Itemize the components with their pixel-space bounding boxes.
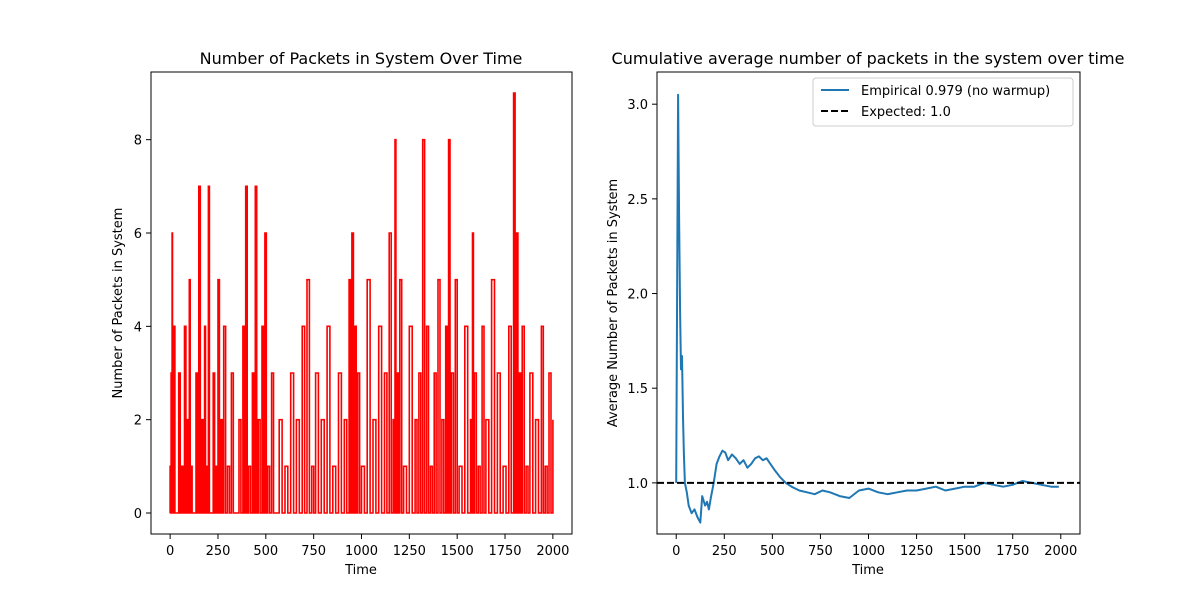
- right-ytick-label: 1.0: [627, 477, 648, 492]
- left-xtick-label: 1250: [393, 544, 426, 559]
- chart-packets-over-time: Number of Packets in System Over Time 0 2…: [111, 49, 573, 578]
- left-ytick-label: 6: [134, 227, 142, 242]
- chart-left-ticks: 0 250 500 750 1000 1250 1500 1750 2000 0 2 4 6 8: [134, 134, 570, 559]
- chart-right-ylabel: Average Number of Packets in System: [606, 179, 621, 427]
- right-xtick-label: 1250: [900, 544, 933, 559]
- right-xtick-label: 1750: [996, 544, 1029, 559]
- chart-right-ticks: 0 250 500 750 1000 1250 1500 1750 2000 1.0 1.5 2.0 2…: [627, 98, 1077, 559]
- right-ytick-label: 2.0: [627, 288, 648, 303]
- left-xtick-label: 1500: [441, 544, 474, 559]
- left-xtick-label: 1000: [345, 544, 378, 559]
- left-ytick-label: 2: [134, 414, 142, 429]
- right-xtick-label: 1500: [948, 544, 981, 559]
- legend-box: [812, 77, 1074, 127]
- legend-label-expected: Expected: 1.0: [861, 105, 951, 120]
- left-xtick-label: 250: [206, 544, 231, 559]
- right-xtick-label: 750: [808, 544, 833, 559]
- chart-left-title: Number of Packets in System Over Time: [200, 49, 523, 68]
- chart-left-axes-frame: [150, 71, 573, 535]
- left-ytick-label: 0: [134, 507, 142, 522]
- chart-left-ylabel: Number of Packets in System: [111, 208, 126, 399]
- left-xtick-label: 0: [166, 544, 174, 559]
- chart-right-axes-frame: [656, 71, 1081, 535]
- right-ytick-label: 2.5: [627, 193, 648, 208]
- left-ytick-label: 4: [134, 320, 142, 335]
- chart-right-xlabel: Time: [851, 563, 884, 578]
- chart-left-xlabel: Time: [344, 563, 377, 578]
- right-xtick-label: 1000: [852, 544, 885, 559]
- right-ytick-label: 1.5: [627, 382, 648, 397]
- right-xtick-label: 250: [712, 544, 737, 559]
- left-ytick-label: 8: [134, 134, 142, 149]
- chart-right-title: Cumulative average number of packets in …: [612, 49, 1125, 68]
- right-xtick-label: 2000: [1044, 544, 1077, 559]
- left-xtick-label: 500: [253, 544, 278, 559]
- chart-right-data: [657, 93, 1080, 524]
- chart-left-data: [169, 92, 554, 514]
- right-ytick-label: 3.0: [627, 98, 648, 113]
- right-xtick-label: 500: [760, 544, 785, 559]
- right-series-empirical-line: [675, 93, 1059, 524]
- left-xtick-label: 750: [301, 544, 326, 559]
- left-xtick-label: 2000: [536, 544, 569, 559]
- right-xtick-label: 0: [672, 544, 680, 559]
- chart-right-legend: Empirical 0.979 (no warmup) Expected: 1.…: [812, 77, 1074, 127]
- left-xtick-label: 1750: [488, 544, 521, 559]
- legend-label-empirical: Empirical 0.979 (no warmup): [861, 84, 1050, 99]
- chart-cumulative-average: Cumulative average number of packets in …: [606, 49, 1124, 578]
- left-series-packets-line: [169, 92, 554, 514]
